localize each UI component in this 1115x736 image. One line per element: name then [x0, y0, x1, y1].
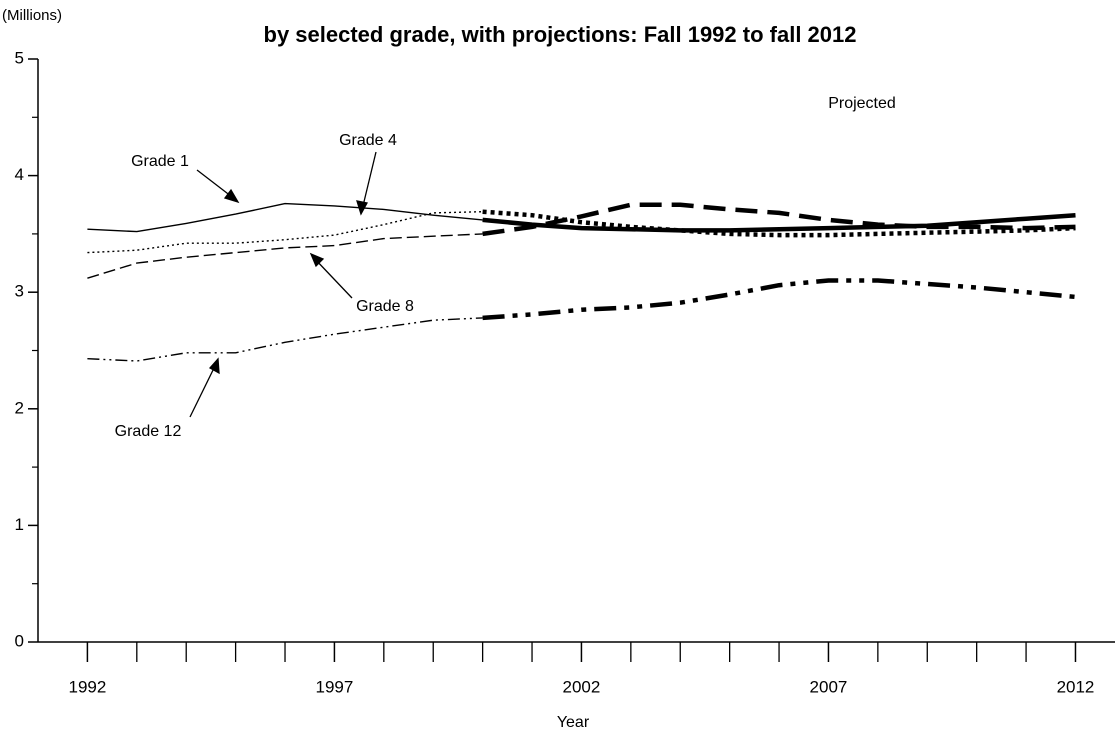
actual-line [87, 233, 483, 279]
y-tick-label: 4 [15, 165, 24, 184]
y-tick-label: 0 [15, 631, 24, 650]
x-axis-label: Year [557, 714, 590, 731]
actual-line [87, 317, 483, 362]
arrow [313, 257, 353, 299]
chart-title: by selected grade, with projections: Fal… [264, 22, 857, 47]
y-tick-label: 3 [15, 282, 24, 301]
x-tick-label: 2002 [563, 677, 601, 696]
arrowhead [208, 357, 220, 375]
projected-line [482, 212, 1076, 233]
arrowhead [309, 252, 325, 268]
annotation-arrows [189, 151, 377, 418]
projected-line [482, 202, 1076, 237]
series-label: Grade 8 [356, 298, 414, 315]
arrowhead [223, 188, 240, 204]
series-label: Grade 12 [115, 423, 182, 440]
y-tick-label: 2 [15, 398, 24, 417]
series-label: Grade 1 [131, 153, 189, 170]
x-tick-label: 1992 [68, 677, 106, 696]
y-unit: (Millions) [2, 7, 62, 24]
x-tick-label: 2012 [1057, 677, 1095, 696]
actual-line [87, 211, 483, 254]
y-tick-label: 1 [15, 515, 24, 534]
x-tick-label: 1997 [316, 677, 354, 696]
projected-line [482, 278, 1076, 321]
actual-line [87, 202, 483, 233]
x-tick-label: 2007 [810, 677, 848, 696]
series-label: Grade 4 [339, 132, 397, 149]
annotation: Projected [828, 95, 896, 112]
y-tick-label: 5 [15, 48, 24, 67]
arrow [361, 151, 377, 211]
arrow [189, 363, 217, 418]
projected-line [482, 209, 1076, 238]
